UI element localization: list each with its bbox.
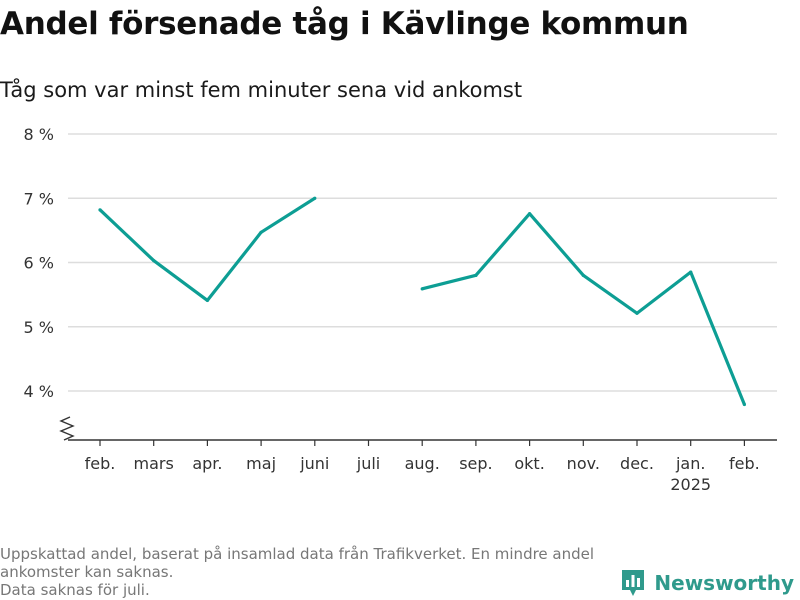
data-point	[635, 311, 639, 315]
x-tick-label: maj	[246, 454, 276, 473]
y-tick-label: 6 %	[24, 254, 54, 273]
x-tick-label: dec.	[620, 454, 654, 473]
data-point	[581, 273, 585, 277]
footnote: Uppskattad andel, baserat på insamlad da…	[0, 545, 640, 599]
x-tick-label: juli	[356, 454, 380, 473]
data-point	[689, 270, 693, 274]
data-point	[259, 230, 263, 234]
x-tick-label: mars	[134, 454, 174, 473]
y-tick-label: 8 %	[24, 125, 54, 144]
y-tick-label: 7 %	[24, 189, 54, 208]
series-lines	[98, 196, 747, 407]
x-tick-label: apr.	[192, 454, 222, 473]
footnote-line-1: Uppskattad andel, baserat på insamlad da…	[0, 545, 595, 563]
data-point	[528, 212, 532, 216]
gridlines	[68, 133, 777, 392]
x-tick-label: nov.	[567, 454, 600, 473]
brand-logo: Newsworthy	[620, 568, 794, 598]
chart-subtitle: Tåg som var minst fem minuter sena vid a…	[0, 78, 523, 102]
axis-break-marker	[59, 416, 75, 441]
x-tick-label: aug.	[405, 454, 440, 473]
data-point	[152, 258, 156, 263]
data-point	[313, 196, 317, 200]
data-point	[742, 402, 747, 407]
footnote-line-2: ankomster kan saknas.	[0, 563, 174, 581]
y-axis-ticks: 4 % 5 % 6 % 7 % 8 %	[24, 125, 54, 401]
footnote-line-3: Data saknas för juli.	[0, 581, 150, 599]
x-tick-label: feb.	[729, 454, 760, 473]
series-line-segment	[98, 196, 316, 303]
y-tick-label: 4 %	[24, 382, 54, 401]
data-point	[420, 287, 424, 291]
data-point	[98, 208, 102, 212]
data-point	[205, 298, 209, 303]
bar-chart-icon	[622, 570, 645, 596]
data-point	[474, 273, 478, 277]
x-tick-label: feb.	[85, 454, 116, 473]
y-tick-label: 5 %	[24, 318, 54, 337]
x-tick-label: sep.	[459, 454, 492, 473]
brand-name: Newsworthy	[654, 571, 794, 595]
x-year-label: 2025	[670, 475, 711, 494]
line-chart: 4 % 5 % 6 % 7 % 8 % feb. mars apr. maj juni juli a…	[24, 125, 777, 494]
x-tick-label: juni	[299, 454, 329, 473]
x-axis-ticks: feb. mars apr. maj juni juli aug. sep. okt. nov. d…	[85, 440, 760, 494]
x-tick-label: jan.	[675, 454, 705, 473]
chart-title: Andel försenade tåg i Kävlinge kommun	[0, 6, 689, 42]
x-tick-label: okt.	[514, 454, 544, 473]
x-axis	[59, 416, 777, 441]
series-line-segment	[421, 212, 746, 406]
